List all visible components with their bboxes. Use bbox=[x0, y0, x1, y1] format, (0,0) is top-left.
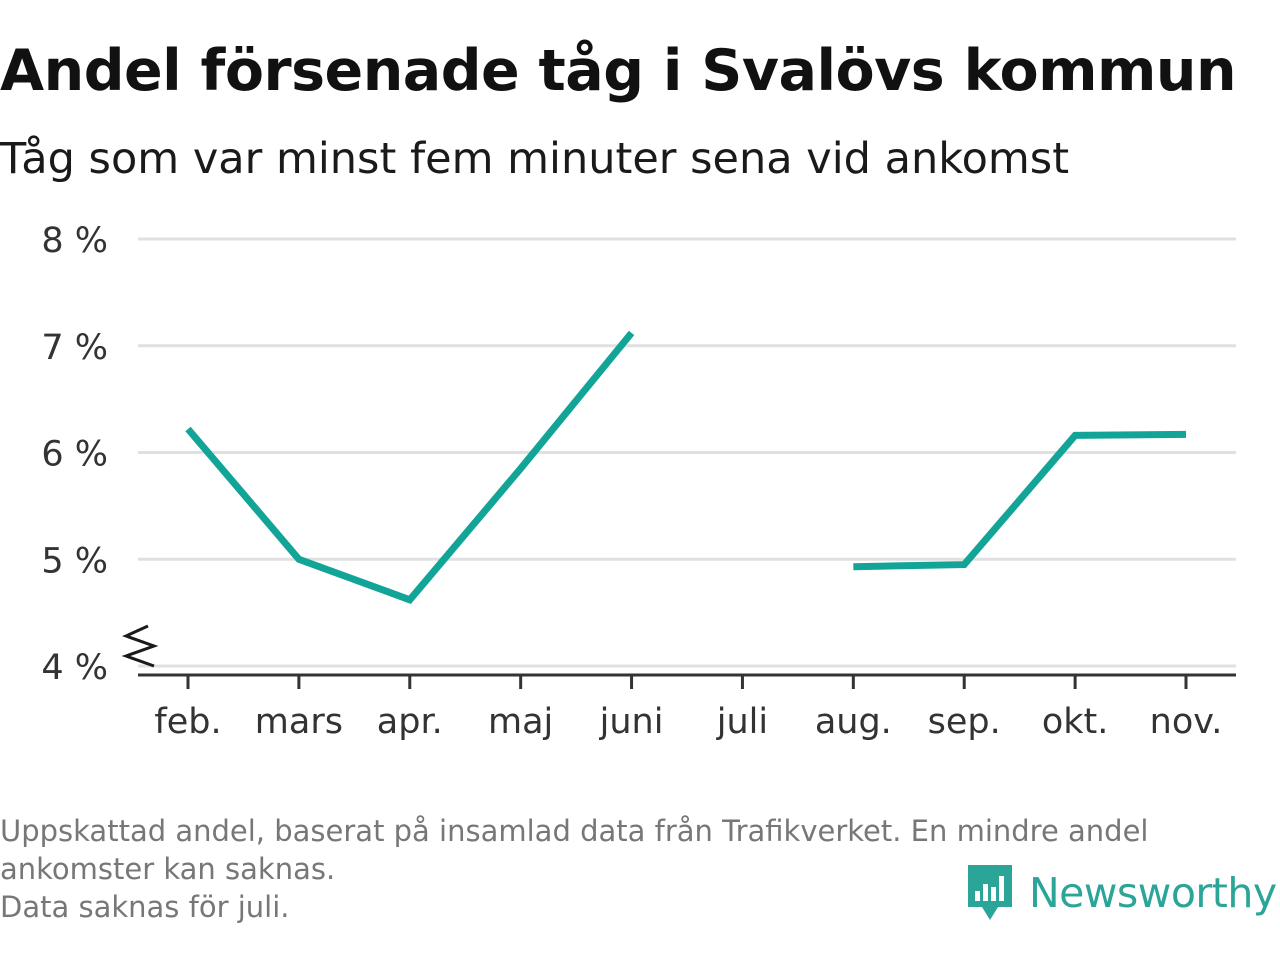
footnote-line-3: Data saknas för juli. bbox=[0, 890, 290, 924]
y-tick-label: 6 % bbox=[41, 435, 108, 475]
bar-chart-speech-bubble-icon bbox=[968, 865, 1012, 920]
footnote-line-2: ankomster kan saknas. bbox=[0, 852, 336, 886]
x-axis-tick-labels: feb. mars apr. maj juni juli aug. sep. okt. nov. bbox=[154, 702, 1222, 742]
line-chart: 4 % 5 % 6 % 7 % 8 % feb. mars apr. maj juni juli a… bbox=[41, 221, 1236, 742]
y-tick-label: 8 % bbox=[41, 221, 108, 261]
series-line-segment bbox=[185, 330, 635, 604]
x-tick-label: juli bbox=[716, 702, 768, 742]
x-tick-label: maj bbox=[488, 702, 553, 742]
chart-title: Andel försenade tåg i Svalövs kommun bbox=[0, 38, 1237, 104]
brand-name: Newsworthy bbox=[1029, 869, 1277, 917]
y-tick-label: 4 % bbox=[41, 648, 108, 688]
x-tick-label: feb. bbox=[154, 702, 221, 742]
x-tick-label: apr. bbox=[377, 702, 443, 742]
x-tick-label: juni bbox=[599, 702, 664, 742]
y-tick-label: 5 % bbox=[41, 541, 108, 581]
footnote: Uppskattad andel, baserat på insamlad da… bbox=[0, 812, 1270, 926]
gridlines bbox=[138, 237, 1236, 668]
chart-subtitle: Tåg som var minst fem minuter sena vid a… bbox=[0, 134, 1070, 184]
data-lines bbox=[185, 330, 1187, 604]
x-tick-label: nov. bbox=[1150, 702, 1223, 742]
footnote-line-1: Uppskattad andel, baserat på insamlad da… bbox=[0, 814, 1149, 848]
axis-break-icon bbox=[121, 624, 159, 668]
series-line-segment bbox=[853, 430, 1187, 571]
x-tick-label: aug. bbox=[815, 702, 892, 742]
x-tick-label: mars bbox=[255, 702, 343, 742]
newsworthy-logo: Newsworthy bbox=[965, 862, 1277, 924]
y-tick-label: 7 % bbox=[41, 328, 108, 368]
x-tick-label: sep. bbox=[928, 702, 1001, 742]
x-tick-label: okt. bbox=[1042, 702, 1109, 742]
y-axis-tick-labels: 4 % 5 % 6 % 7 % 8 % bbox=[41, 221, 108, 688]
x-axis bbox=[121, 624, 1236, 689]
